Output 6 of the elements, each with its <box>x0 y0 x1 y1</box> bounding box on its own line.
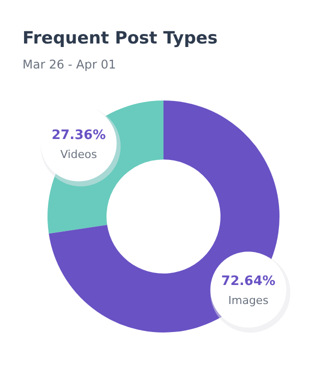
slice-label: Images <box>228 294 269 308</box>
data-label: 72.64% <box>221 274 276 290</box>
chart-title: Frequent Post Types <box>22 28 218 48</box>
chart-subtitle: Mar 26 - Apr 01 <box>22 58 116 72</box>
data-label: 27.36% <box>52 128 106 143</box>
slice-label: Videos <box>60 148 98 161</box>
